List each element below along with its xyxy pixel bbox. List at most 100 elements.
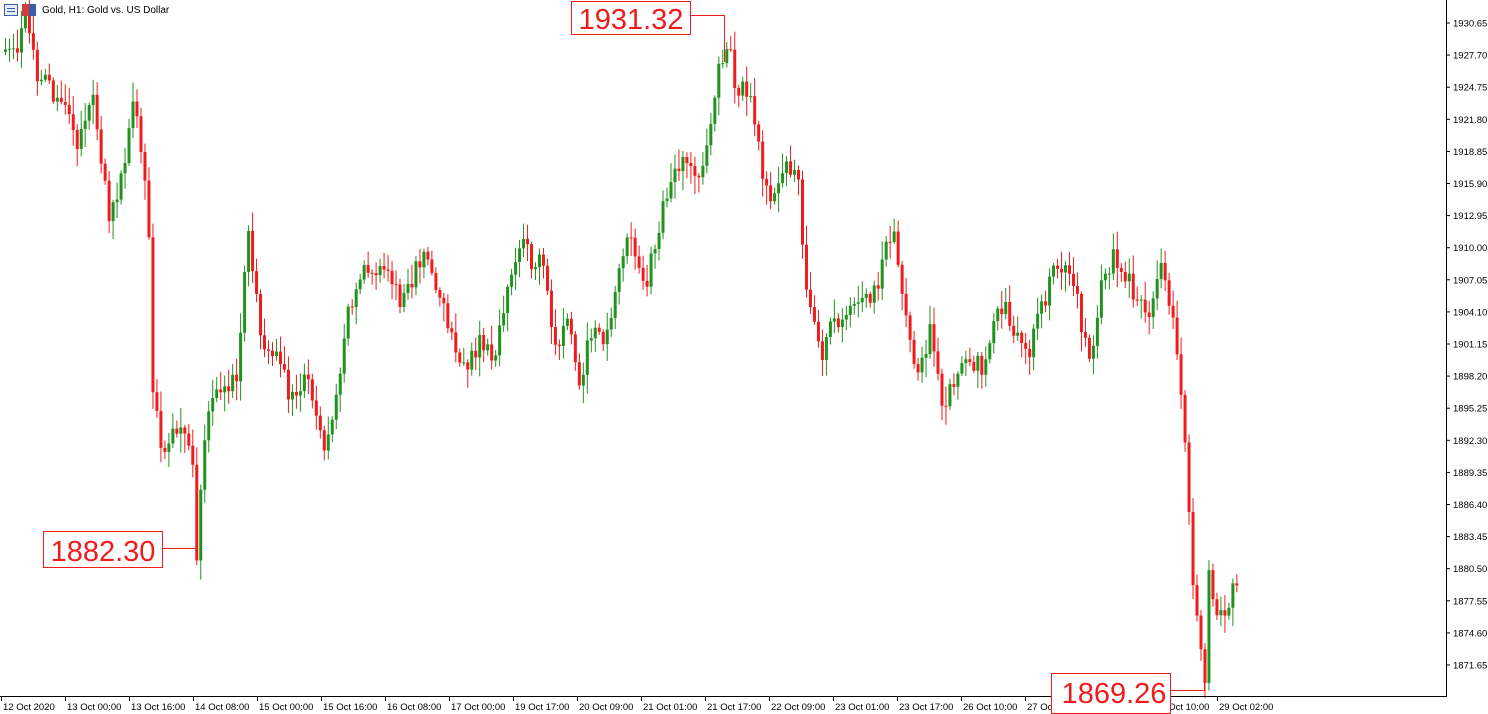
candle-bear [816, 321, 820, 342]
candle-bear [278, 351, 282, 364]
time-tick-label: 15 Oct 00:00 [259, 702, 313, 713]
candle-bull [593, 327, 597, 339]
candle-bear [569, 318, 573, 335]
candle-bear [757, 124, 761, 142]
candle-bull [884, 241, 888, 260]
candle-bull [1095, 317, 1099, 346]
annotations-layer: 1931.32 1882.30 1869.26 [43, 1, 1205, 714]
candle-bull [673, 168, 677, 183]
candle-bull [514, 261, 518, 275]
price-tick-label: 1918.85 [1453, 147, 1487, 158]
candle-bull [23, 7, 27, 29]
time-tick-label: 23 Oct 01:00 [835, 702, 889, 713]
candle-bear [1131, 273, 1135, 300]
candle-bear [876, 285, 880, 289]
annotation-high: 1931.32 [571, 1, 725, 62]
candle-bear [1143, 299, 1147, 313]
candle-bear [1115, 249, 1119, 269]
candle-bear [175, 428, 179, 434]
candle-bull [964, 359, 968, 364]
candle-bear [820, 341, 824, 360]
candle-bull [338, 373, 342, 395]
candle-bear [1235, 583, 1239, 586]
candle-bull [1016, 332, 1020, 336]
candles-layer [4, 0, 1239, 699]
candle-bull [653, 249, 657, 254]
candle-bear [1211, 570, 1215, 600]
candle-bull [79, 128, 83, 149]
candle-bear [259, 293, 263, 336]
symbol-properties-icon[interactable] [22, 4, 36, 16]
candle-bull [741, 81, 745, 96]
candle-bull [924, 354, 928, 358]
candle-bull [414, 261, 418, 288]
candle-bear [641, 267, 645, 281]
candle-bull [1155, 279, 1159, 299]
candle-bull [7, 48, 11, 50]
candle-bull [589, 338, 593, 341]
candle-bull [681, 156, 685, 172]
candle-bear [382, 265, 386, 270]
candle-bull [199, 489, 203, 561]
candle-bear [1028, 348, 1032, 358]
candle-bull [1139, 299, 1143, 301]
price-tick-label: 1910.00 [1453, 243, 1487, 254]
candle-bull [239, 332, 243, 382]
candle-bear [968, 359, 972, 362]
price-tick-label: 1930.65 [1453, 19, 1487, 30]
candle-bear [1012, 325, 1016, 336]
candle-bear [1119, 268, 1123, 272]
candle-bear [1056, 265, 1060, 269]
candle-bull [522, 238, 526, 249]
candle-bull [534, 267, 538, 270]
time-tick-label: 28 Oct 10:00 [1155, 702, 1209, 713]
candle-bear [637, 256, 641, 268]
candle-bull [87, 105, 91, 121]
annotation-low-left-leader [162, 465, 197, 549]
candle-bear [952, 384, 956, 387]
candle-bear [1071, 273, 1075, 286]
time-tick-label: 13 Oct 16:00 [131, 702, 185, 713]
candle-bull [111, 202, 115, 222]
candle-bear [789, 161, 793, 175]
candle-bull [498, 325, 502, 356]
candle-bull [243, 272, 247, 333]
candle-bull [1032, 328, 1036, 358]
candle-bear [1171, 305, 1175, 318]
time-tick-label: 22 Oct 09:00 [771, 702, 825, 713]
candle-bull [537, 254, 541, 268]
candle-bear [282, 363, 286, 370]
candle-bear [729, 49, 733, 51]
candle-bull [207, 411, 211, 441]
candle-bear [904, 293, 908, 316]
candle-bull [334, 394, 338, 420]
candle-bear [318, 415, 322, 431]
candle-bull [561, 325, 565, 347]
candle-bear [251, 230, 255, 272]
candle-bull [617, 268, 621, 292]
price-tick-label: 1883.45 [1453, 532, 1487, 543]
candle-bear [71, 114, 75, 130]
candle-bull [1111, 249, 1115, 274]
candle-bear [219, 389, 223, 393]
time-tick-label: 29 Oct 02:00 [1219, 702, 1273, 713]
candle-bear [394, 284, 398, 286]
price-tick-label: 1924.75 [1453, 83, 1487, 94]
candle-bear [737, 87, 741, 96]
candle-bull [290, 391, 294, 400]
candle-bull [119, 173, 123, 200]
candle-bull [274, 351, 278, 357]
candle-bull [470, 350, 474, 370]
candle-bull [1099, 280, 1103, 318]
candle-bull [342, 338, 346, 374]
candle-bear [434, 273, 438, 291]
candle-bear [374, 273, 378, 276]
chart-window-icon[interactable] [4, 4, 18, 16]
chart-title: Gold, H1: Gold vs. US Dollar [42, 4, 170, 16]
candle-bull [976, 355, 980, 371]
candle-bear [1008, 301, 1012, 326]
candle-bear [322, 430, 326, 451]
candle-bull [565, 318, 569, 326]
candle-bear [1195, 585, 1199, 616]
